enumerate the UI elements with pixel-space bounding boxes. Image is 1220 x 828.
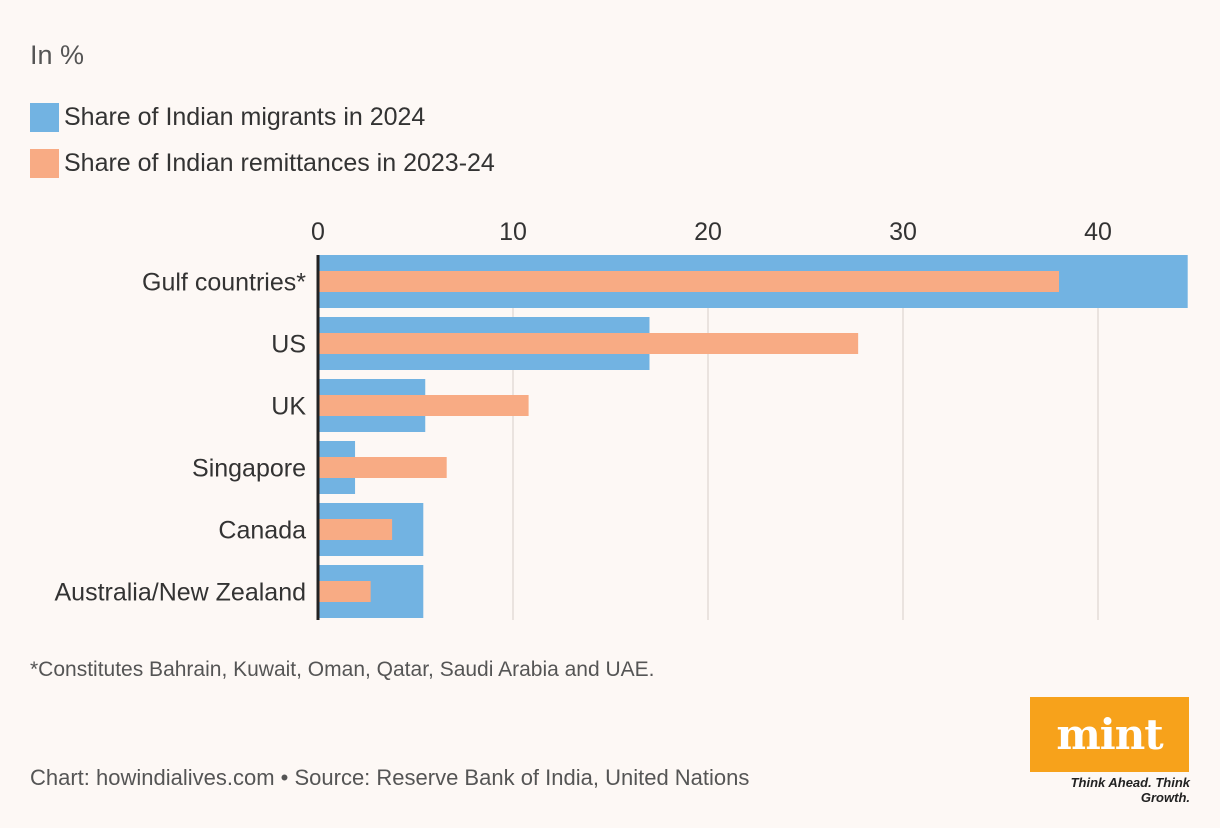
bar-remittances-1 (318, 333, 859, 354)
legend-label-remittances: Share of Indian remittances in 2023-24 (64, 149, 495, 177)
category-label-4: Canada (218, 517, 306, 545)
bar-remittances-0 (318, 271, 1059, 292)
legend-swatch-migrants (30, 103, 59, 132)
unit-label: In % (30, 40, 85, 70)
footnote: *Constitutes Bahrain, Kuwait, Oman, Qata… (30, 658, 655, 681)
x-tick-label-0: 0 (311, 218, 325, 246)
category-label-2: UK (271, 393, 306, 421)
bar-remittances-5 (318, 581, 371, 602)
bar-chart: 0 10 20 30 40 Gulf countries* US UK Singapore Can… (54, 218, 1188, 620)
category-label-5: Australia/New Zealand (54, 579, 306, 607)
source-credit: Chart: howindialives.com • Source: Reser… (30, 765, 750, 790)
legend-item-remittances: Share of Indian remittances in 2023-24 (30, 149, 495, 178)
x-tick-label-40: 40 (1084, 218, 1112, 246)
mint-tagline: Think Ahead. Think Growth. (1070, 775, 1190, 805)
legend-item-migrants: Share of Indian migrants in 2024 (30, 103, 425, 132)
bar-remittances-2 (318, 395, 529, 416)
bar-remittances-3 (318, 457, 447, 478)
mint-logo-text: mint (1056, 710, 1163, 759)
legend-swatch-remittances (30, 149, 59, 178)
x-tick-label-20: 20 (694, 218, 722, 246)
mint-logo: mint (1030, 697, 1189, 772)
legend-label-migrants: Share of Indian migrants in 2024 (64, 103, 426, 131)
x-tick-label-10: 10 (499, 218, 527, 246)
x-tick-label-30: 30 (889, 218, 917, 246)
category-label-3: Singapore (192, 455, 306, 483)
bar-remittances-4 (318, 519, 393, 540)
category-label-0: Gulf countries* (142, 269, 306, 297)
category-label-1: US (271, 331, 306, 359)
